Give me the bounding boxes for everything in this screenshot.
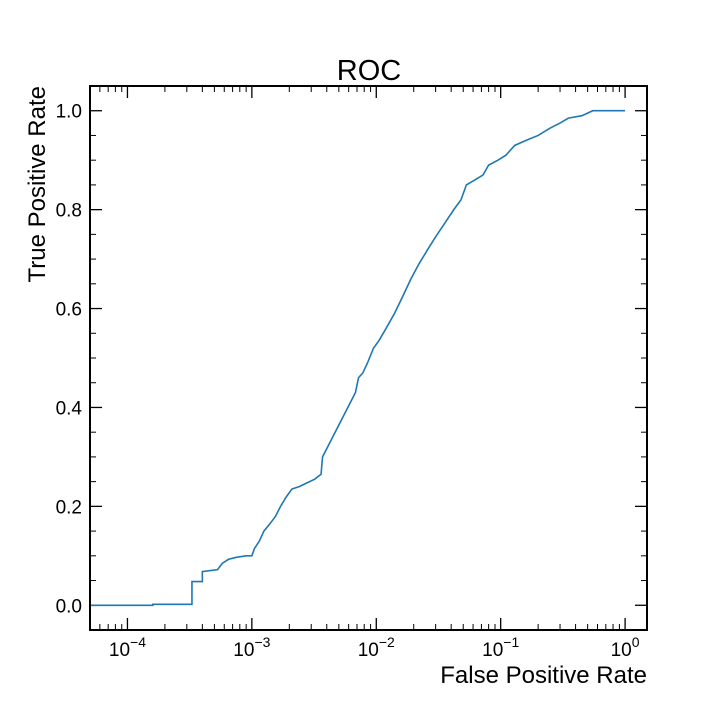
tick-labels-layer: 0.0 0.2 0.4 0.6 0.8 1.0 10−4 10−3 10−2 10−1 100 — [56, 102, 640, 661]
x-tick-label: 10−3 — [233, 634, 270, 661]
x-tick-label: 10−4 — [109, 634, 146, 661]
ticks-layer — [89, 86, 647, 631]
plot-frame — [89, 85, 648, 631]
y-axis-title: True Positive Rate — [24, 86, 51, 283]
x-tick-label: 10−2 — [358, 634, 395, 661]
x-tick-label: 100 — [611, 634, 640, 661]
y-tick-label: 0.2 — [56, 497, 82, 518]
y-tick-label: 0.8 — [56, 201, 82, 222]
chart-title: ROC — [337, 55, 401, 87]
y-tick-label: 0.0 — [56, 596, 82, 617]
x-axis-title: False Positive Rate — [440, 662, 647, 689]
y-tick-label: 0.4 — [56, 398, 83, 419]
roc-curve — [90, 109, 626, 607]
y-tick-label: 1.0 — [56, 102, 82, 123]
x-tick-label: 10−1 — [482, 634, 519, 661]
y-tick-label: 0.6 — [56, 300, 82, 321]
